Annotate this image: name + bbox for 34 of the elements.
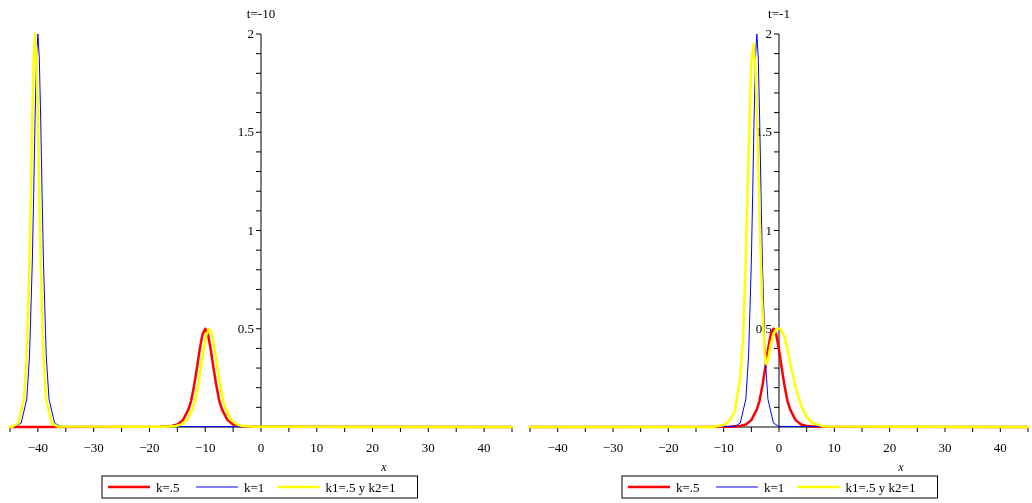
legend-label: k1=.5 y k2=1 (845, 480, 916, 495)
x-tick-label: −40 (547, 440, 568, 455)
y-tick-label: 2 (765, 26, 772, 41)
x-tick-label: 40 (477, 440, 491, 455)
x-tick-label: −20 (658, 440, 679, 455)
x-tick-label: 10 (827, 440, 841, 455)
x-tick-label: −20 (139, 440, 160, 455)
x-tick-label: 40 (993, 440, 1007, 455)
chart-title: t=-1 (768, 6, 790, 21)
x-tick-label: 0 (775, 440, 783, 455)
chart-title: t=-10 (246, 6, 276, 21)
x-tick-label: −30 (602, 440, 624, 455)
x-tick-label: −40 (27, 440, 49, 455)
x-tick-label: −10 (195, 440, 216, 455)
legend-label: k1=.5 y k2=1 (325, 480, 396, 495)
x-tick-label: 0 (257, 440, 265, 455)
x-tick-label: 10 (310, 440, 324, 455)
y-tick-label: 1 (247, 222, 254, 238)
y-tick-label: 0.5 (237, 320, 254, 336)
x-axis-title: x (897, 460, 905, 474)
x-tick-label: 20 (366, 440, 380, 455)
x-tick-label: −30 (83, 440, 104, 455)
legend-label: k=.5 (676, 480, 700, 495)
x-tick-label: 30 (421, 440, 435, 455)
x-axis-title: x (380, 460, 388, 474)
y-tick-label: 2 (247, 26, 254, 41)
x-tick-label: 20 (883, 440, 897, 455)
legend-label: k=.5 (156, 480, 180, 495)
x-tick-label: 30 (938, 440, 952, 455)
y-tick-label: 1.5 (237, 124, 254, 140)
x-tick-label: −10 (713, 440, 734, 455)
y-tick-label: 1 (765, 222, 772, 238)
legend-label: k=1 (244, 480, 265, 495)
legend-label: k=1 (764, 480, 785, 495)
